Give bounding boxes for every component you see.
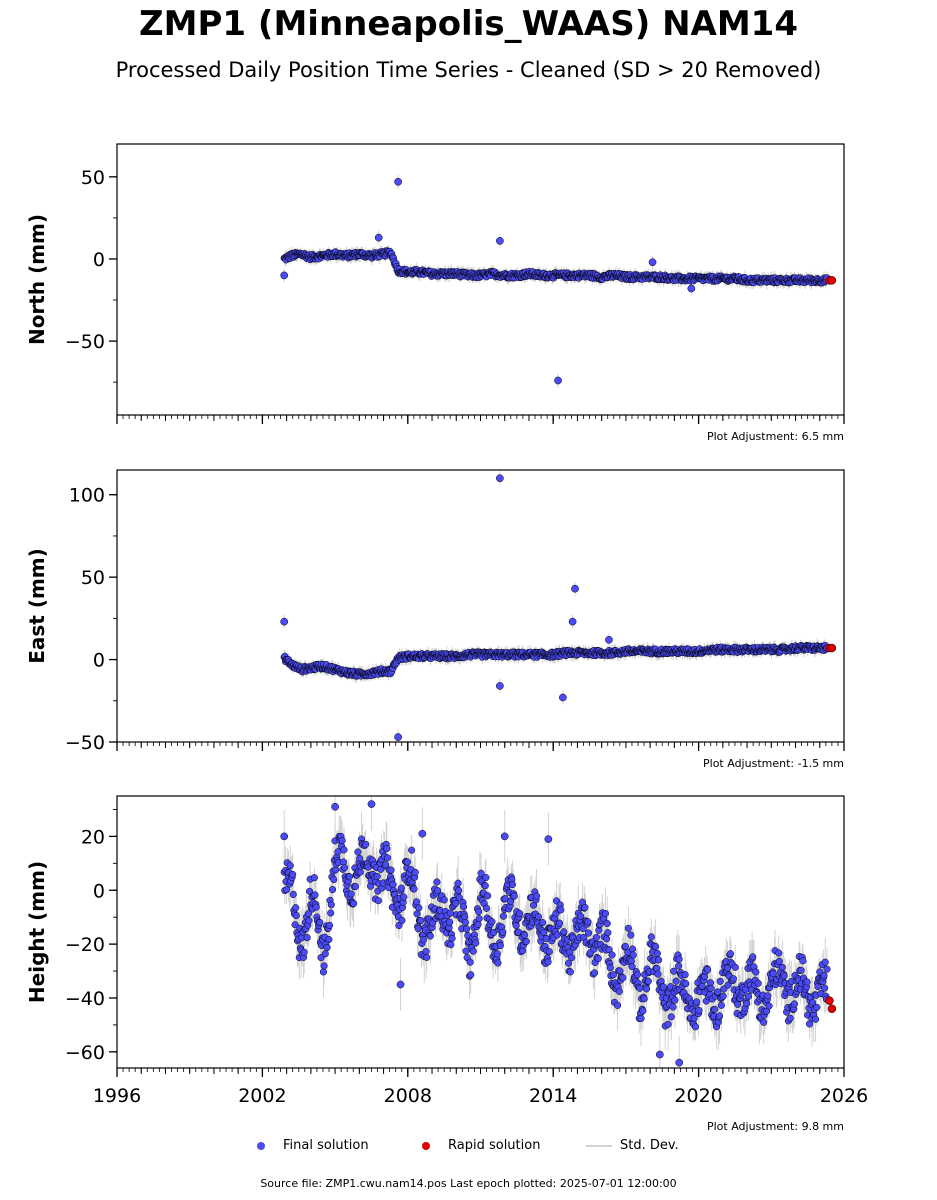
final-points-north — [280, 177, 831, 385]
chart-subtitle: Processed Daily Position Time Series - C… — [115, 58, 822, 82]
final-point — [300, 948, 308, 956]
final-point-outlier — [280, 617, 289, 626]
final-point-outlier — [280, 271, 289, 280]
final-point-outlier — [496, 474, 504, 483]
final-point-outlier — [496, 237, 504, 245]
plot-area-east — [280, 471, 837, 742]
plot-adjustment-note: Plot Adjustment: 6.5 mm — [707, 430, 844, 443]
final-points-east — [280, 474, 831, 741]
final-point-outlier — [394, 733, 402, 741]
final-point — [292, 912, 300, 920]
final-point — [312, 903, 320, 911]
final-point — [292, 904, 300, 912]
y-tick-label: 0 — [93, 650, 105, 672]
plot-area-height — [280, 796, 837, 1068]
plot-area-north — [280, 174, 837, 388]
rapid-point — [827, 276, 837, 285]
y-tick-label: 50 — [81, 567, 105, 589]
final-point — [291, 921, 299, 929]
y-tick-label: −50 — [65, 331, 105, 353]
final-point — [310, 874, 318, 882]
plot-frame-east — [116, 469, 845, 743]
final-point — [289, 870, 297, 878]
y-axis-label: East (mm) — [25, 548, 49, 664]
final-point-outlier — [571, 584, 579, 593]
final-point — [316, 918, 324, 927]
final-point — [289, 890, 297, 899]
final-points-height — [280, 800, 831, 1067]
final-point — [325, 921, 334, 929]
final-point-outlier — [568, 617, 577, 626]
final-point — [311, 891, 319, 899]
final-point — [327, 909, 335, 917]
y-ticks-north — [109, 176, 117, 383]
panel-north: 50 0 −50 North (mm) Plot Adjustment: 6.5 mm — [25, 143, 845, 443]
final-point — [323, 944, 331, 952]
final-point — [305, 917, 313, 925]
final-point-outlier — [559, 693, 567, 702]
final-point — [283, 886, 291, 894]
final-point-outlier — [374, 233, 383, 242]
panel-height: 1996 2002 2008 2014 2020 2026200−20−40−60Heig… — [25, 795, 868, 1133]
final-point — [325, 935, 333, 944]
panel-east: 100 50 0 −50 East (mm) Plot Adjustment: -1.5 … — [25, 469, 845, 770]
final-point-outlier — [605, 635, 613, 644]
y-axis-label: North (mm) — [25, 214, 49, 345]
final-point-outlier — [687, 284, 696, 293]
final-point — [319, 968, 328, 976]
plot-adjustment-note: Plot Adjustment: -1.5 mm — [703, 757, 844, 770]
final-point-outlier — [394, 177, 402, 186]
y-ticks-east — [109, 494, 117, 743]
final-point — [321, 950, 329, 958]
final-point-outlier — [648, 258, 657, 267]
y-tick-label: −50 — [65, 732, 105, 754]
final-point-outlier — [554, 376, 562, 385]
final-point-outlier — [496, 682, 504, 690]
final-point — [330, 875, 338, 884]
stddev-bars-east — [283, 471, 828, 742]
final-point — [286, 862, 294, 870]
chart-title: ZMP1 (Minneapolis_WAAS) NAM14 — [139, 4, 798, 44]
x-ticks-north — [116, 415, 845, 424]
final-point — [303, 934, 311, 942]
final-point — [328, 886, 337, 894]
final-point — [327, 901, 335, 909]
y-tick-label: 50 — [81, 167, 105, 189]
y-tick-label: 0 — [93, 249, 105, 271]
final-point — [320, 962, 328, 970]
final-point — [304, 910, 312, 918]
rapid-point — [827, 643, 837, 653]
x-ticks-east — [116, 742, 845, 751]
y-tick-label: 100 — [69, 485, 105, 507]
